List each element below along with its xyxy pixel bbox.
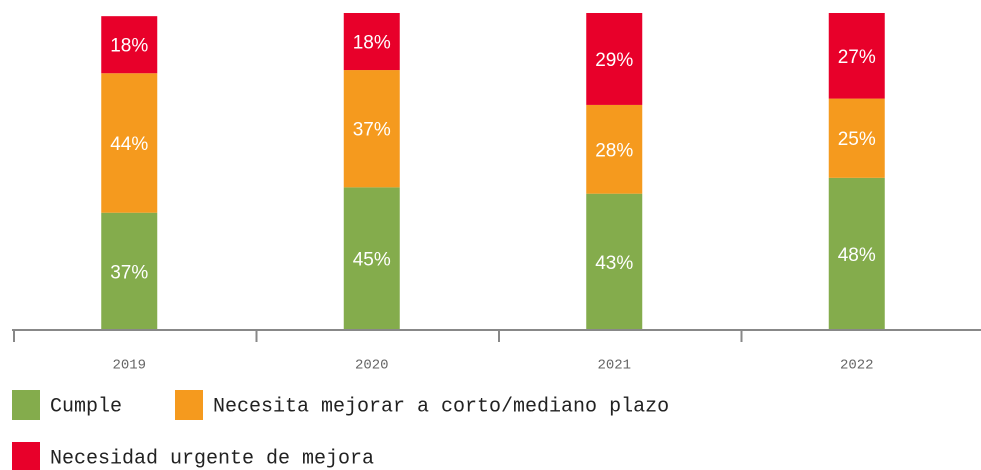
- data-label: 29%: [595, 50, 633, 71]
- data-label: 18%: [353, 33, 391, 54]
- data-label: 43%: [595, 253, 633, 274]
- bar-segment: [101, 16, 158, 74]
- bar-segment: [101, 73, 158, 213]
- x-tick-label: 2022: [840, 358, 874, 374]
- data-label: 25%: [838, 129, 876, 150]
- data-label: 27%: [838, 47, 876, 68]
- bar-segment: [586, 193, 643, 330]
- bar-segment: [586, 13, 643, 105]
- legend-swatch: [12, 390, 40, 420]
- bar-segment: [343, 187, 400, 330]
- bar-segment: [828, 13, 885, 99]
- legend-label: Cumple: [50, 395, 122, 418]
- bar-segment: [586, 104, 643, 194]
- bar-segment: [828, 98, 885, 178]
- bar-segment: [101, 212, 158, 330]
- data-label: 48%: [838, 245, 876, 266]
- bar-segment: [343, 70, 400, 188]
- data-label: 45%: [353, 250, 391, 271]
- data-label: 37%: [110, 262, 148, 283]
- legend-swatch: [175, 390, 203, 420]
- legend-swatch: [12, 442, 40, 470]
- x-tick-label: 2020: [355, 358, 389, 374]
- legend-label: Necesidad urgente de mejora: [50, 447, 374, 470]
- bar-segment: [343, 13, 400, 71]
- bar-segment: [828, 177, 885, 330]
- x-tick-label: 2019: [112, 358, 146, 374]
- legend-label: Necesita mejorar a corto/mediano plazo: [213, 395, 669, 418]
- data-label: 28%: [595, 140, 633, 161]
- data-label: 18%: [110, 36, 148, 57]
- data-label: 37%: [353, 120, 391, 141]
- data-label: 44%: [110, 134, 148, 155]
- x-tick-label: 2021: [597, 358, 631, 374]
